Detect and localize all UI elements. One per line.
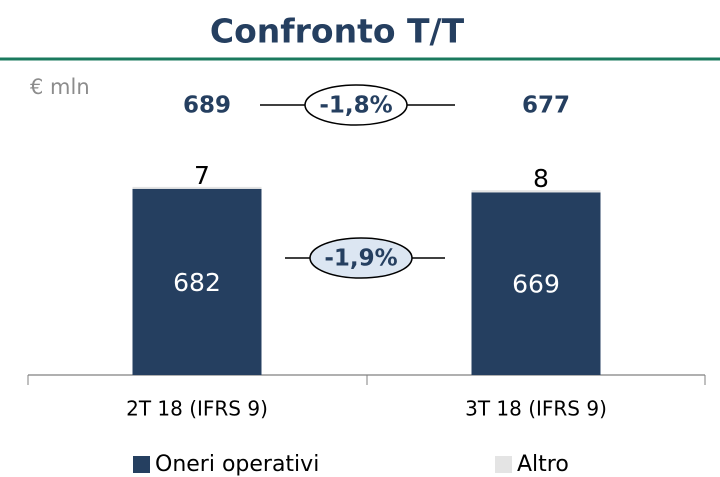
- annotation: -1,9%: [324, 246, 397, 272]
- annotation: -1,8%: [319, 93, 392, 119]
- total-label: 677: [522, 93, 570, 119]
- annotation-ellipse: [309, 237, 413, 279]
- total-label: 689: [183, 93, 231, 119]
- bar-segment: [471, 192, 601, 375]
- value-label: 682: [173, 268, 221, 297]
- chart-title: Confronto T/T: [210, 12, 465, 51]
- bar-segment: [132, 188, 262, 375]
- x-tick-label: 3T 18 (IFRS 9): [465, 397, 607, 421]
- annotation-ellipse: [304, 84, 408, 126]
- bar-segment: [132, 186, 262, 189]
- legend-label: Altro: [517, 452, 569, 477]
- value-label: 8: [533, 164, 549, 193]
- bar-segment: [471, 190, 601, 193]
- value-label: 669: [512, 270, 560, 299]
- legend-swatch: [133, 456, 150, 473]
- unit-label: € mln: [30, 75, 90, 99]
- value-label: 7: [194, 161, 210, 190]
- legend-label: Oneri operativi: [155, 452, 319, 477]
- x-tick-label: 2T 18 (IFRS 9): [126, 397, 268, 421]
- legend-swatch: [495, 456, 512, 473]
